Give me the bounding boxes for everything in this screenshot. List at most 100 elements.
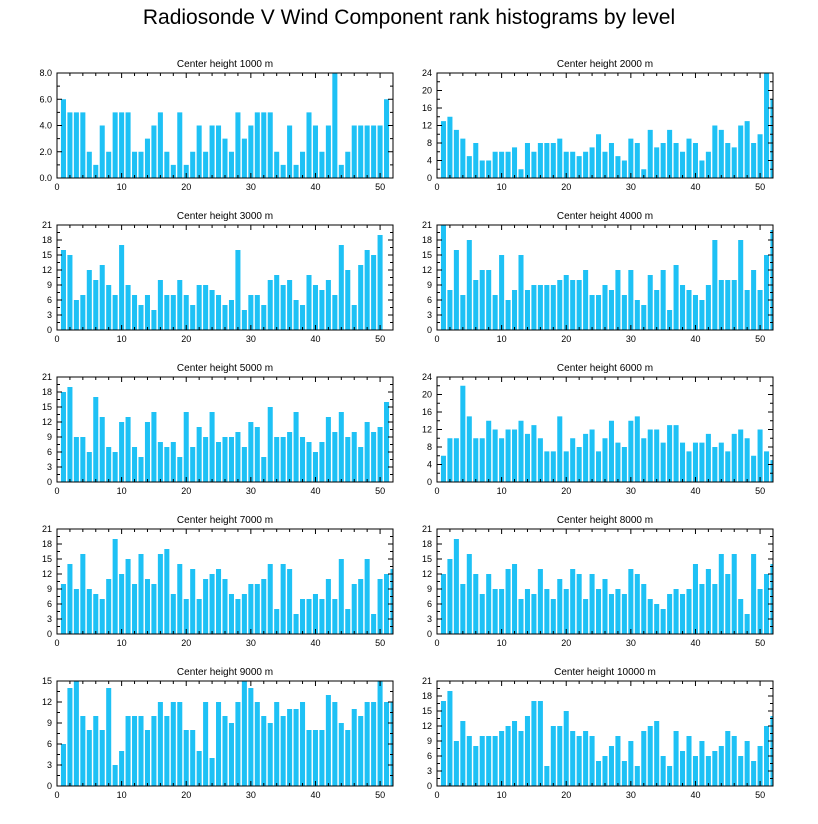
panel-1: Center height 1000 m 0 10 20 30 40 50 0.0 2.0 4.0…: [39, 59, 394, 192]
histogram-bar: [460, 138, 466, 178]
histogram-bar: [544, 589, 550, 634]
histogram-bar: [744, 614, 750, 634]
y-tick-label: 8: [427, 138, 432, 148]
histogram-bar: [608, 420, 614, 482]
y-tick-label: 9: [47, 280, 52, 290]
histogram-bar: [151, 412, 157, 482]
y-tick-label: 6: [47, 295, 52, 305]
histogram-bar: [164, 716, 170, 786]
histogram-bar: [557, 138, 563, 178]
x-tick-label: 40: [690, 486, 700, 496]
histogram-bar: [647, 599, 653, 634]
y-tick-label: 12: [422, 721, 432, 731]
histogram-bar: [505, 429, 511, 482]
histogram-bar: [300, 305, 306, 330]
histogram-bar: [300, 599, 306, 634]
histogram-bar: [190, 447, 196, 482]
histogram-bar: [358, 447, 364, 482]
histogram-bar: [377, 125, 383, 178]
histogram-bar: [306, 442, 312, 482]
histogram-bar: [505, 151, 511, 178]
histogram-bar: [119, 574, 125, 634]
histogram-bar: [254, 112, 260, 178]
histogram-bar: [86, 151, 92, 178]
x-tick-label: 30: [246, 638, 256, 648]
histogram-bar: [518, 599, 524, 634]
histogram-bar: [157, 554, 163, 634]
histogram-bar: [757, 746, 763, 786]
histogram-bar: [686, 290, 692, 330]
histogram-bar: [499, 438, 505, 482]
histogram-bar: [377, 579, 383, 634]
histogram-bar: [699, 160, 705, 178]
histogram-bar: [660, 609, 666, 634]
histogram-bar: [287, 709, 293, 786]
histogram-bar: [447, 116, 453, 178]
histogram-bar: [183, 295, 189, 330]
y-tick-label: 0: [47, 477, 52, 487]
histogram-bar: [267, 564, 273, 634]
histogram-bar: [196, 751, 202, 786]
histogram-bar: [453, 539, 459, 634]
histogram-bar: [751, 455, 757, 482]
histogram-bar: [80, 554, 86, 634]
histogram-bar: [576, 280, 582, 330]
histogram-bar: [447, 438, 453, 482]
histogram-bar: [60, 392, 66, 482]
histogram-bar: [306, 112, 312, 178]
histogram-bar: [106, 579, 112, 634]
x-tick-label: 0: [54, 486, 59, 496]
histogram-bar: [596, 589, 602, 634]
histogram-bar: [705, 151, 711, 178]
histogram-bar: [544, 766, 550, 786]
histogram-bar: [492, 151, 498, 178]
histogram-bar: [241, 310, 247, 330]
histogram-bar: [93, 397, 99, 482]
histogram-bar: [164, 151, 170, 178]
histogram-bar: [634, 416, 640, 482]
histogram-bar: [144, 295, 150, 330]
histogram-bar: [705, 569, 711, 634]
histogram-bar: [216, 125, 222, 178]
histogram-bar: [254, 702, 260, 786]
histogram-bar: [125, 285, 131, 330]
histogram-bar: [196, 285, 202, 330]
y-tick-label: 3: [47, 310, 52, 320]
histogram-bar: [505, 726, 511, 786]
histogram-bar: [80, 437, 86, 482]
y-tick-label: 21: [42, 524, 52, 534]
histogram-bar: [312, 730, 318, 786]
histogram-bar: [228, 723, 234, 786]
histogram-bar: [673, 425, 679, 482]
x-tick-label: 30: [626, 182, 636, 192]
histogram-bar: [325, 695, 331, 786]
histogram-bar: [589, 429, 595, 482]
histogram-bar: [325, 125, 331, 178]
histogram-bar: [80, 295, 86, 330]
histogram-bar: [738, 756, 744, 786]
histogram-bar: [300, 151, 306, 178]
histogram-bar: [157, 112, 163, 178]
histogram-bar: [300, 437, 306, 482]
histogram-bar: [557, 726, 563, 786]
x-tick-label: 10: [117, 790, 127, 800]
histogram-bar: [384, 702, 390, 786]
histogram-bar: [151, 716, 157, 786]
histogram-bar: [641, 169, 647, 178]
histogram-bar: [596, 451, 602, 482]
histogram-bar: [293, 164, 299, 178]
histogram-bar: [151, 125, 157, 178]
histogram-bar: [628, 138, 634, 178]
histogram-bar: [209, 125, 215, 178]
histogram-bar: [492, 295, 498, 330]
histogram-bar: [280, 285, 286, 330]
histogram-bar: [312, 594, 318, 634]
y-tick-label: 6: [427, 599, 432, 609]
histogram-bar: [621, 160, 627, 178]
histogram-bar: [589, 574, 595, 634]
histogram-bar: [634, 143, 640, 178]
histogram-bar: [705, 285, 711, 330]
histogram-bar: [712, 240, 718, 330]
histogram-bar: [473, 574, 479, 634]
histogram-bar: [157, 442, 163, 482]
